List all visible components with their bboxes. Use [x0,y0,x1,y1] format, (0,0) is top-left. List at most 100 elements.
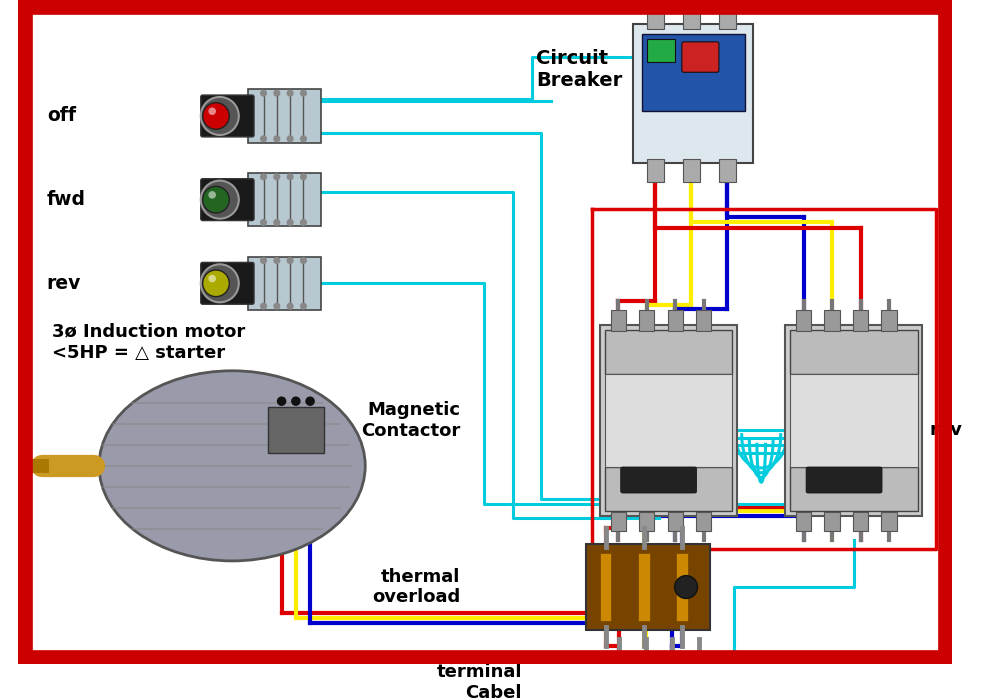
FancyBboxPatch shape [248,89,320,142]
FancyBboxPatch shape [647,158,664,181]
FancyBboxPatch shape [604,654,717,698]
FancyBboxPatch shape [248,257,320,310]
Circle shape [305,396,315,406]
Circle shape [288,90,293,96]
FancyBboxPatch shape [600,554,612,621]
FancyBboxPatch shape [642,34,744,111]
FancyBboxPatch shape [609,659,629,698]
FancyBboxPatch shape [882,512,897,531]
FancyBboxPatch shape [621,467,696,493]
FancyBboxPatch shape [791,330,917,375]
FancyBboxPatch shape [882,310,897,331]
Circle shape [288,258,293,263]
Circle shape [260,258,266,263]
Ellipse shape [99,371,365,561]
Text: thermal
overload: thermal overload [372,567,461,607]
FancyBboxPatch shape [586,544,710,630]
Text: terminal
Cabel: terminal Cabel [437,662,522,698]
FancyBboxPatch shape [688,659,709,698]
Circle shape [200,181,239,218]
FancyBboxPatch shape [786,325,922,517]
FancyBboxPatch shape [200,95,254,137]
FancyBboxPatch shape [647,39,676,62]
FancyBboxPatch shape [639,310,654,331]
Circle shape [274,258,280,263]
Circle shape [300,174,306,179]
Circle shape [300,303,306,309]
FancyBboxPatch shape [605,467,733,512]
FancyBboxPatch shape [647,5,664,29]
FancyBboxPatch shape [719,158,736,181]
FancyBboxPatch shape [635,659,656,698]
FancyBboxPatch shape [719,5,736,29]
Text: off: off [47,107,76,126]
Circle shape [288,303,293,309]
FancyBboxPatch shape [600,325,736,517]
FancyBboxPatch shape [853,512,868,531]
FancyBboxPatch shape [611,512,626,531]
Circle shape [260,136,266,142]
Circle shape [274,220,280,225]
FancyBboxPatch shape [611,310,626,331]
Circle shape [260,174,266,179]
Text: 3ø Induction motor
<5HP = △ starter: 3ø Induction motor <5HP = △ starter [51,323,245,362]
Text: fwd: fwd [47,190,85,209]
FancyBboxPatch shape [682,5,700,29]
FancyBboxPatch shape [268,407,324,454]
Circle shape [288,220,293,225]
Circle shape [274,303,280,309]
FancyBboxPatch shape [825,310,840,331]
Circle shape [288,136,293,142]
FancyBboxPatch shape [791,374,917,467]
Circle shape [260,220,266,225]
Circle shape [300,136,306,142]
FancyBboxPatch shape [668,310,682,331]
FancyBboxPatch shape [806,467,882,493]
Circle shape [202,270,229,297]
FancyBboxPatch shape [795,512,811,531]
Circle shape [300,220,306,225]
FancyBboxPatch shape [682,158,700,181]
FancyBboxPatch shape [200,262,254,304]
FancyBboxPatch shape [696,310,711,331]
FancyBboxPatch shape [639,512,654,531]
Text: rev: rev [47,274,82,292]
Circle shape [675,576,697,598]
Circle shape [288,174,293,179]
FancyBboxPatch shape [605,374,733,467]
FancyBboxPatch shape [791,467,917,512]
Circle shape [260,303,266,309]
Circle shape [208,275,216,283]
FancyBboxPatch shape [677,554,687,621]
FancyBboxPatch shape [638,554,649,621]
FancyBboxPatch shape [696,512,711,531]
Circle shape [200,265,239,302]
Circle shape [274,136,280,142]
Circle shape [291,396,300,406]
Text: rev: rev [929,421,962,439]
FancyBboxPatch shape [248,173,320,226]
Circle shape [277,396,287,406]
Circle shape [200,97,239,135]
FancyBboxPatch shape [825,512,840,531]
FancyBboxPatch shape [668,512,682,531]
Circle shape [208,107,216,115]
FancyBboxPatch shape [662,659,682,698]
Circle shape [274,90,280,96]
FancyBboxPatch shape [605,330,733,375]
Text: fwd: fwd [650,552,687,570]
FancyBboxPatch shape [795,310,811,331]
Circle shape [260,90,266,96]
FancyBboxPatch shape [682,42,719,73]
Text: Magnetic
Contactor: Magnetic Contactor [361,401,461,440]
FancyBboxPatch shape [633,24,753,163]
Circle shape [202,186,229,213]
Circle shape [202,103,229,129]
Text: Circuit
Breaker: Circuit Breaker [536,50,623,91]
FancyBboxPatch shape [200,179,254,221]
Circle shape [300,258,306,263]
FancyBboxPatch shape [853,310,868,331]
Circle shape [274,174,280,179]
Circle shape [300,90,306,96]
Circle shape [208,191,216,199]
